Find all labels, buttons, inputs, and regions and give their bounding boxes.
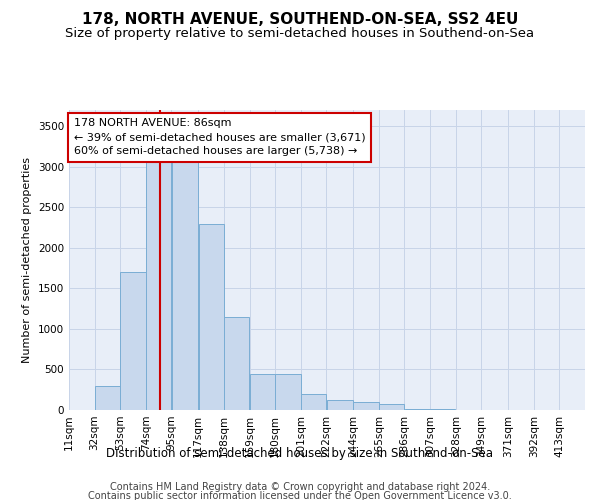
Bar — [326, 400, 353, 410]
Text: 178, NORTH AVENUE, SOUTHEND-ON-SEA, SS2 4EU: 178, NORTH AVENUE, SOUTHEND-ON-SEA, SS2 … — [82, 12, 518, 28]
Bar — [405, 409, 430, 410]
Bar — [146, 130, 171, 410]
Bar — [121, 272, 146, 410]
Bar — [224, 317, 249, 410]
Text: 178 NORTH AVENUE: 86sqm
← 39% of semi-detached houses are smaller (3,671)
60% of: 178 NORTH AVENUE: 86sqm ← 39% of semi-de… — [74, 118, 365, 156]
Y-axis label: Number of semi-detached properties: Number of semi-detached properties — [22, 157, 32, 363]
Bar — [95, 386, 120, 410]
Text: Contains public sector information licensed under the Open Government Licence v3: Contains public sector information licen… — [88, 491, 512, 500]
Bar — [275, 374, 301, 410]
Bar — [379, 404, 404, 410]
Text: Distribution of semi-detached houses by size in Southend-on-Sea: Distribution of semi-detached houses by … — [107, 448, 493, 460]
Text: Contains HM Land Registry data © Crown copyright and database right 2024.: Contains HM Land Registry data © Crown c… — [110, 482, 490, 492]
Bar — [250, 374, 275, 410]
Bar — [353, 402, 379, 410]
Bar — [199, 224, 224, 410]
Bar — [172, 130, 198, 410]
Text: Size of property relative to semi-detached houses in Southend-on-Sea: Size of property relative to semi-detach… — [65, 28, 535, 40]
Bar — [301, 394, 326, 410]
Bar — [430, 409, 455, 410]
